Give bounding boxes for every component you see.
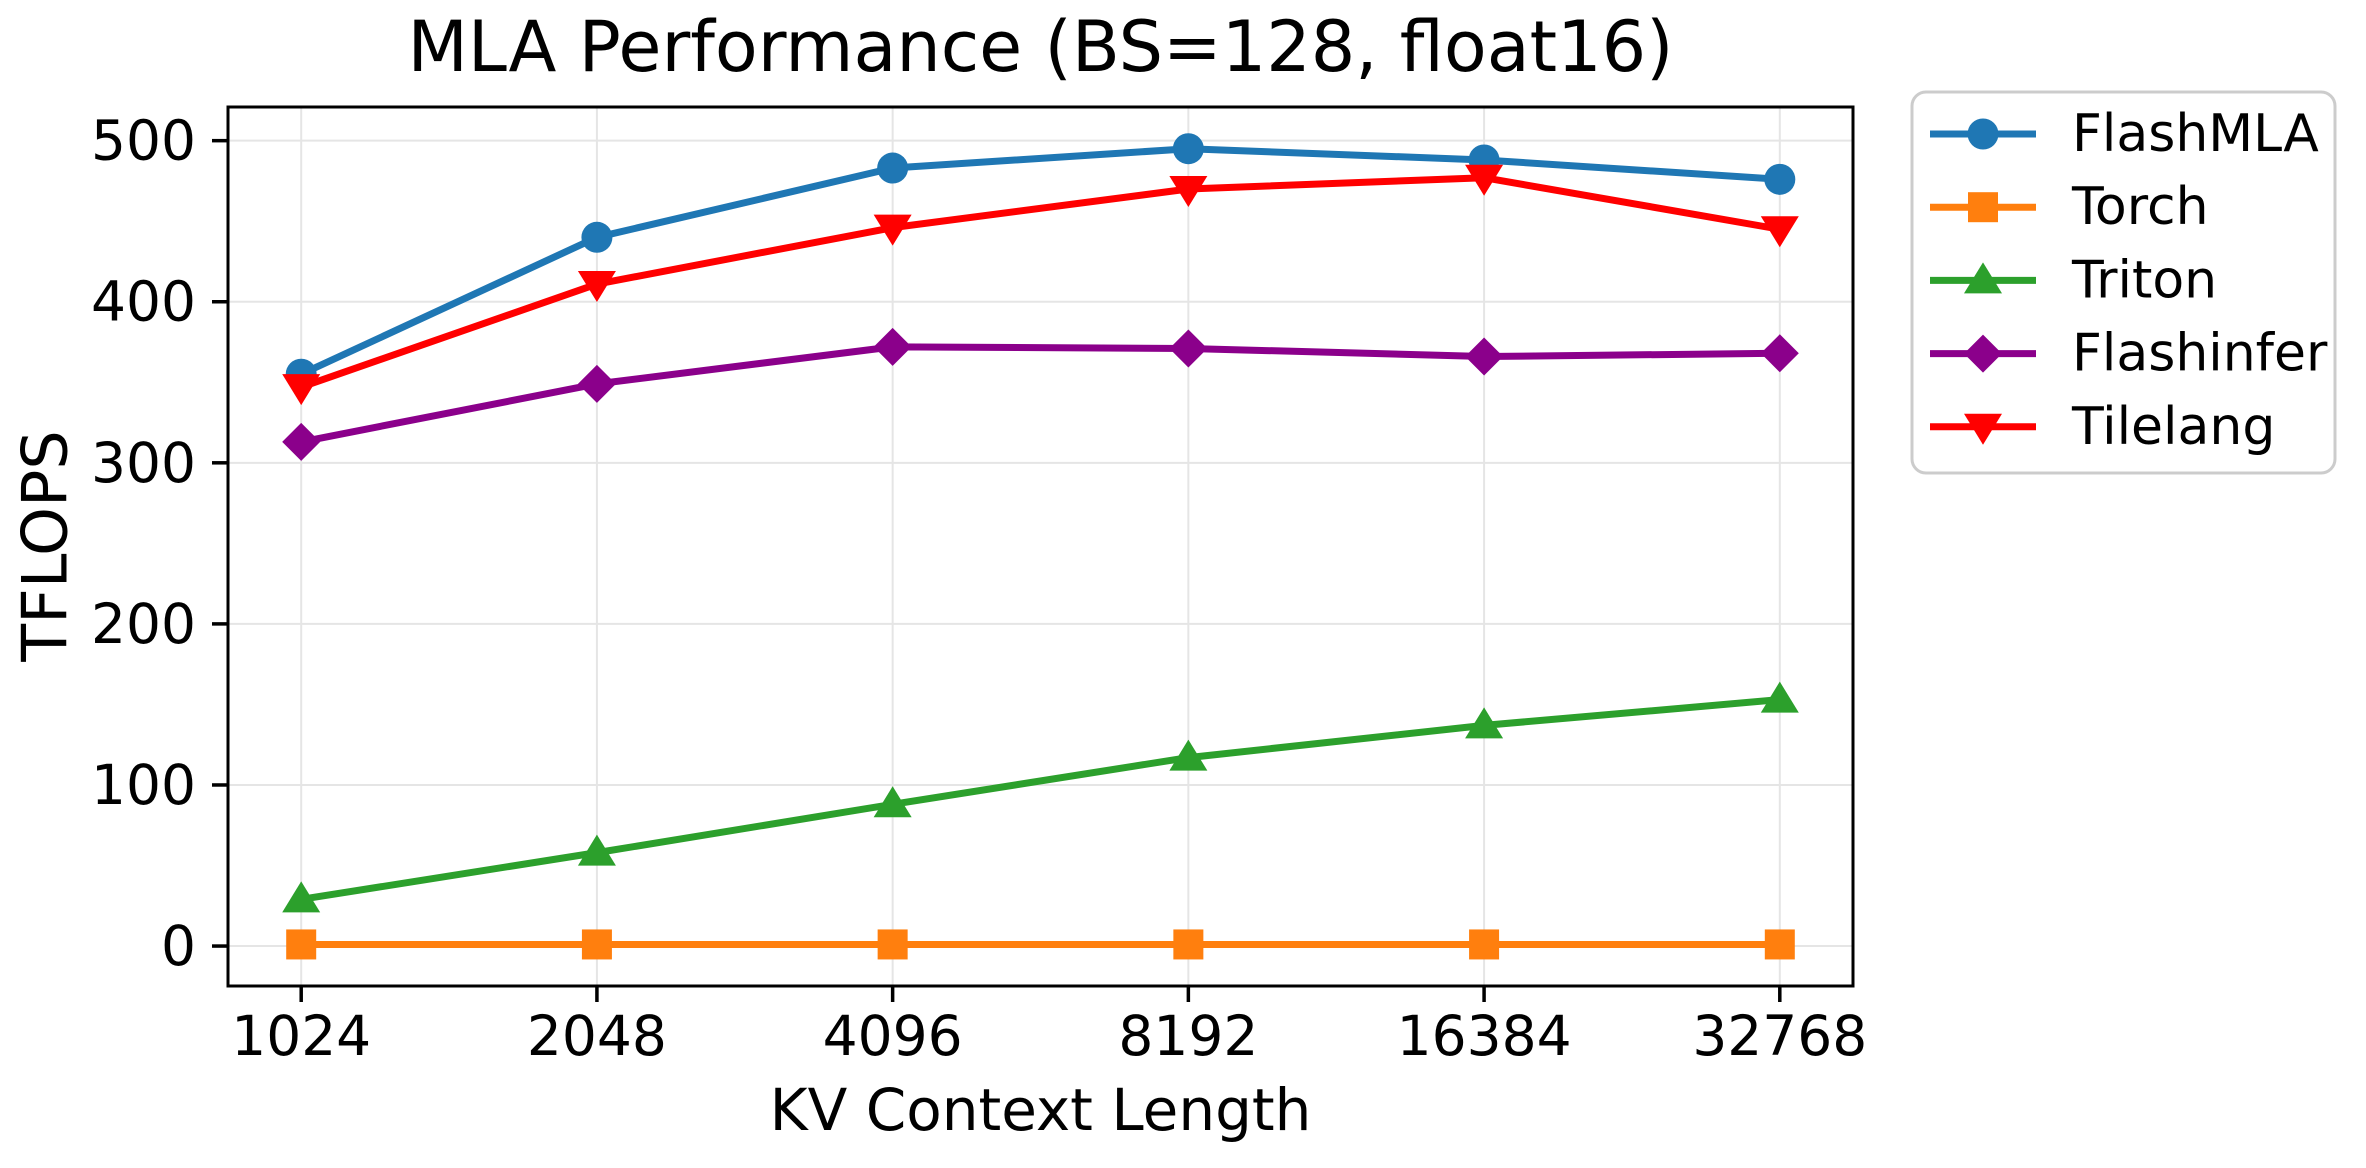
y-tick-label: 400 [91, 270, 196, 334]
Flashinfer-point-2048 [577, 364, 616, 403]
series-line-Tilelang [300, 174, 1781, 391]
series-line-Flashinfer [300, 343, 1780, 446]
x-axis-label: KV Context Length [769, 1076, 1312, 1144]
y-tick-label: 200 [91, 592, 196, 656]
legend-label-FlashMLA: FlashMLA [2072, 104, 2319, 164]
legend-item-Flashinfer: Flashinfer [1930, 324, 2328, 384]
legend-label-Flashinfer: Flashinfer [2072, 324, 2328, 384]
Triton-point-4096 [873, 786, 912, 818]
axis-ticks: 0 100 200 300 400 500 1024 2048 4096 8192 16384 327… [91, 109, 1867, 1068]
legend-item-Tilelang: Tilelang [1930, 397, 2275, 457]
Flashinfer-point-8192 [1169, 329, 1208, 368]
Torch-point-32768 [1764, 929, 1795, 960]
Torch-point-8192 [1173, 929, 1204, 960]
y-axis-label: TFLOPS [8, 430, 82, 662]
series-Triton [282, 681, 1799, 913]
legend: FlashMLA Torch Triton Flashinfer Tilelang [1910, 90, 2337, 475]
series-FlashMLA [285, 133, 1796, 390]
y-tick-label: 500 [91, 109, 196, 173]
Torch-point-4096 [877, 929, 908, 960]
chart-title: MLA Performance (BS=128, float16) [407, 6, 1674, 88]
Tilelang-point-4096 [873, 214, 912, 246]
plot-frame [226, 105, 1855, 988]
FlashMLA-point-32768 [1764, 163, 1796, 195]
legend-item-Torch: Torch [1930, 177, 2209, 237]
x-tick-label: 16384 [1397, 1004, 1572, 1068]
FlashMLA-point-2048 [581, 221, 613, 253]
y-tick-label: 100 [91, 753, 196, 817]
legend-triangle-up-icon [1964, 262, 2002, 294]
Tilelang-point-1024 [282, 374, 321, 406]
Triton-point-2048 [577, 834, 616, 866]
legend-label-Torch: Torch [2071, 177, 2209, 237]
Tilelang-point-16384 [1465, 164, 1504, 196]
x-tick-label: 1024 [231, 1004, 371, 1068]
Tilelang-point-8192 [1169, 175, 1208, 207]
legend-square-icon [1968, 192, 1998, 223]
series-Flashinfer [282, 327, 1799, 461]
legend-item-FlashMLA: FlashMLA [1930, 104, 2319, 164]
FlashMLA-point-8192 [1172, 133, 1204, 165]
legend-triangle-down-icon [1964, 413, 2002, 445]
Flashinfer-point-16384 [1465, 337, 1504, 376]
gridlines [228, 107, 1853, 986]
Triton-point-16384 [1465, 707, 1504, 739]
Flashinfer-point-1024 [282, 422, 321, 461]
Tilelang-point-32768 [1760, 216, 1799, 248]
legend-item-Triton: Triton [1930, 250, 2217, 310]
legend-label-Tilelang: Tilelang [2071, 397, 2275, 457]
x-tick-label: 2048 [527, 1004, 667, 1068]
legend-label-Triton: Triton [2071, 250, 2217, 310]
series-Torch [286, 929, 1795, 960]
Flashinfer-point-4096 [873, 327, 912, 366]
legend-box [1910, 90, 2337, 475]
Torch-point-1024 [286, 929, 317, 960]
Triton-point-1024 [282, 881, 321, 913]
Triton-point-32768 [1760, 681, 1799, 713]
Triton-point-8192 [1169, 739, 1208, 771]
legend-diamond-icon [1964, 334, 2002, 373]
series-line-Triton [300, 696, 1781, 903]
legend-circle-icon [1967, 118, 1999, 150]
series-line-FlashMLA [299, 145, 1781, 378]
Torch-point-16384 [1469, 929, 1500, 960]
FlashMLA-point-4096 [877, 152, 909, 184]
x-tick-label: 8192 [1118, 1004, 1258, 1068]
y-tick-label: 300 [91, 431, 196, 495]
x-tick-label: 32768 [1692, 1004, 1867, 1068]
Flashinfer-point-32768 [1760, 334, 1799, 373]
Torch-point-2048 [581, 929, 612, 960]
y-tick-label: 0 [161, 914, 196, 978]
x-tick-label: 4096 [823, 1004, 963, 1068]
Tilelang-point-2048 [577, 271, 616, 303]
series-Tilelang [282, 164, 1799, 406]
